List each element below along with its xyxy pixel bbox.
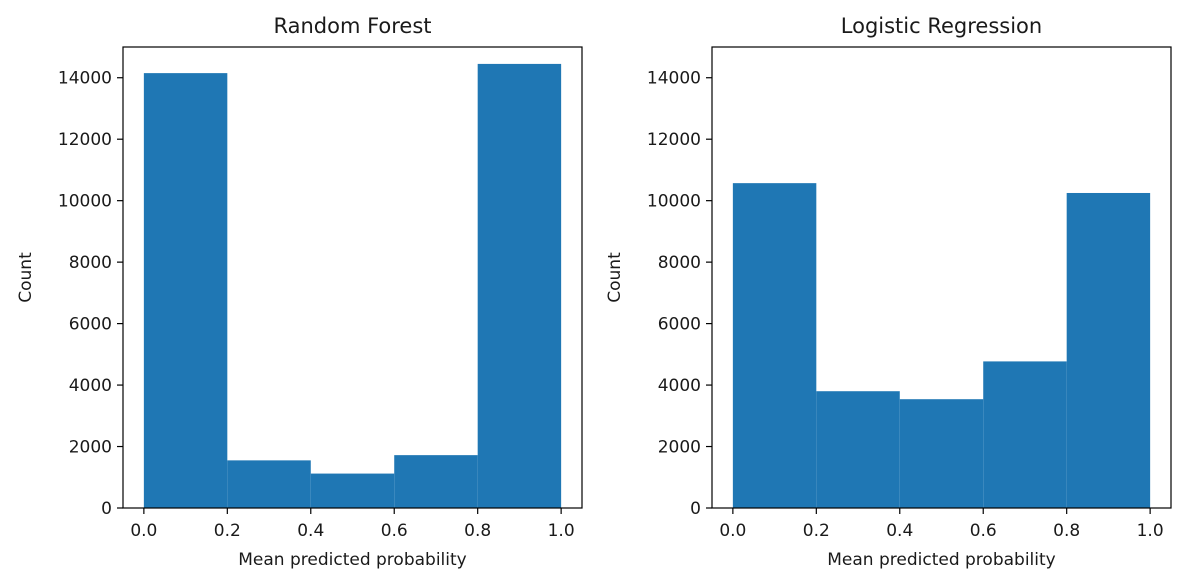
histogram-bar — [983, 361, 1067, 508]
histogram-bar — [477, 63, 562, 509]
histogram-bar — [227, 460, 311, 508]
histogram-bar — [816, 391, 900, 508]
histogram-bar — [732, 183, 817, 508]
y-tick-label: 2000 — [658, 438, 701, 458]
y-tick-label: 14000 — [647, 69, 701, 89]
x-tick-label: 0.4 — [886, 521, 913, 541]
x-axis-label: Mean predicted probability — [827, 550, 1055, 570]
y-tick-label: 12000 — [647, 130, 701, 150]
x-tick-label: 1.0 — [548, 521, 575, 541]
x-tick-label: 0.8 — [1053, 521, 1080, 541]
histogram-bar — [1066, 192, 1151, 508]
y-axis-label: Count — [605, 252, 625, 303]
x-tick-label: 1.0 — [1137, 521, 1164, 541]
x-axis-label: Mean predicted probability — [238, 550, 466, 570]
y-tick-label: 6000 — [69, 315, 112, 335]
x-tick-label: 0.2 — [803, 521, 830, 541]
y-tick-label: 8000 — [658, 253, 701, 273]
x-tick-label: 0.4 — [297, 521, 324, 541]
chart-title: Random Forest — [273, 14, 431, 38]
x-tick-label: 0.0 — [719, 521, 746, 541]
histogram-bar — [143, 73, 228, 508]
plot-frame — [711, 46, 1172, 509]
y-tick-label: 0 — [690, 499, 701, 519]
y-tick-label: 10000 — [58, 192, 112, 212]
y-tick-label: 2000 — [69, 438, 112, 458]
x-tick-label: 0.6 — [381, 521, 408, 541]
random-forest-histogram: Random Forest Mean predicted probability… — [16, 14, 583, 570]
y-tick-label: 8000 — [69, 253, 112, 273]
histogram-bar — [899, 399, 984, 508]
histogram-bar — [394, 455, 478, 508]
x-tick-label: 0.0 — [130, 521, 157, 541]
y-axis-label: Count — [16, 252, 36, 303]
y-tick-label: 4000 — [69, 376, 112, 396]
plot-frame — [122, 46, 583, 509]
y-tick-label: 6000 — [658, 315, 701, 335]
x-tick-label: 0.8 — [464, 521, 491, 541]
y-tick-label: 14000 — [58, 69, 112, 89]
y-tick-label: 10000 — [647, 192, 701, 212]
x-tick-label: 0.2 — [214, 521, 241, 541]
y-tick-label: 12000 — [58, 130, 112, 150]
logistic-regression-histogram: Logistic Regression Mean predicted proba… — [605, 14, 1172, 570]
y-tick-label: 0 — [101, 499, 112, 519]
chart-title: Logistic Regression — [841, 14, 1042, 38]
histogram-bar — [310, 473, 395, 508]
x-tick-label: 0.6 — [970, 521, 997, 541]
y-tick-label: 4000 — [658, 376, 701, 396]
